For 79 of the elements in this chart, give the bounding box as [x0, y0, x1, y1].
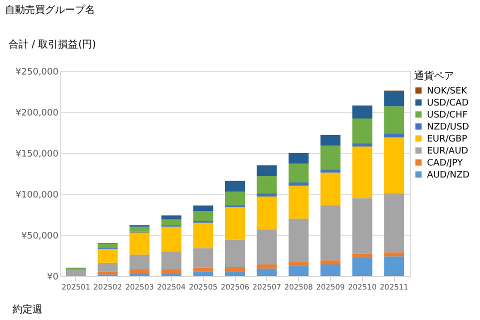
y-tick-label: ¥150,000	[16, 150, 59, 160]
legend-label: NZD/USD	[427, 122, 470, 132]
bar	[288, 265, 309, 276]
bar	[225, 192, 245, 206]
legend-label: USD/CHF	[427, 110, 468, 120]
bar	[256, 165, 277, 176]
bar	[288, 261, 309, 266]
bar	[98, 248, 118, 263]
bar	[352, 198, 372, 254]
bar	[256, 229, 277, 265]
bar	[384, 137, 404, 194]
legend-label: USD/CAD	[427, 98, 469, 108]
bar	[256, 193, 277, 196]
bar	[98, 244, 118, 248]
bar	[384, 252, 404, 256]
bar	[320, 264, 340, 276]
bar	[161, 226, 182, 252]
bar	[256, 268, 277, 276]
bar	[161, 269, 182, 274]
y-axis-title: 合計 / 取引損益(円)	[8, 38, 96, 50]
bar	[256, 196, 277, 230]
bar	[66, 269, 86, 276]
y-tick-label: ¥100,000	[16, 190, 59, 200]
legend-title: 通貨ペア	[414, 70, 454, 82]
bar	[384, 92, 404, 106]
bar	[225, 266, 245, 272]
bar	[384, 193, 404, 252]
bar	[193, 272, 214, 276]
bar	[320, 169, 340, 173]
bar	[288, 186, 309, 219]
bar	[352, 146, 372, 198]
bar	[225, 207, 245, 240]
bar	[225, 180, 245, 192]
bar	[98, 272, 118, 274]
bar	[161, 219, 182, 226]
bar	[384, 256, 404, 276]
bar	[225, 271, 245, 276]
x-axis-title: 約定週	[12, 304, 42, 316]
legend-label: EUR/GBP	[427, 134, 468, 144]
bar	[225, 240, 245, 267]
bar	[384, 133, 404, 138]
chart-title: 自動売買グループ名	[5, 4, 95, 16]
bar	[320, 172, 340, 206]
bar	[320, 205, 340, 260]
bar	[288, 153, 309, 164]
y-tick-label: ¥250,000	[16, 68, 59, 78]
bar	[193, 268, 214, 272]
bar	[288, 218, 309, 262]
bar	[193, 248, 214, 268]
bar	[256, 176, 277, 194]
bar	[352, 105, 372, 119]
bar	[352, 254, 372, 258]
bar	[161, 215, 182, 220]
y-tick-label: ¥50,000	[21, 232, 59, 242]
bar	[98, 262, 118, 272]
bar	[384, 106, 404, 134]
bar	[193, 211, 214, 222]
legend-label: NOK/SEK	[427, 86, 468, 96]
bar	[320, 260, 340, 265]
bar	[352, 258, 372, 276]
bar	[288, 182, 309, 186]
bar	[193, 222, 214, 248]
bar	[352, 143, 372, 146]
bar	[320, 146, 340, 170]
bar	[130, 254, 150, 270]
bar	[130, 269, 150, 274]
bar	[130, 232, 150, 255]
bar	[320, 134, 340, 146]
bar	[256, 264, 277, 269]
legend-label: CAD/JPY	[427, 158, 464, 168]
legend-label: AUD/NZD	[427, 170, 470, 180]
legend-label: EUR/AUD	[427, 146, 468, 156]
bar	[288, 164, 309, 183]
bar	[161, 251, 182, 270]
y-tick-label: ¥0	[47, 272, 59, 282]
bar	[352, 118, 372, 144]
y-tick-label: ¥200,000	[16, 108, 59, 118]
bar	[193, 205, 214, 212]
bar	[130, 226, 150, 232]
